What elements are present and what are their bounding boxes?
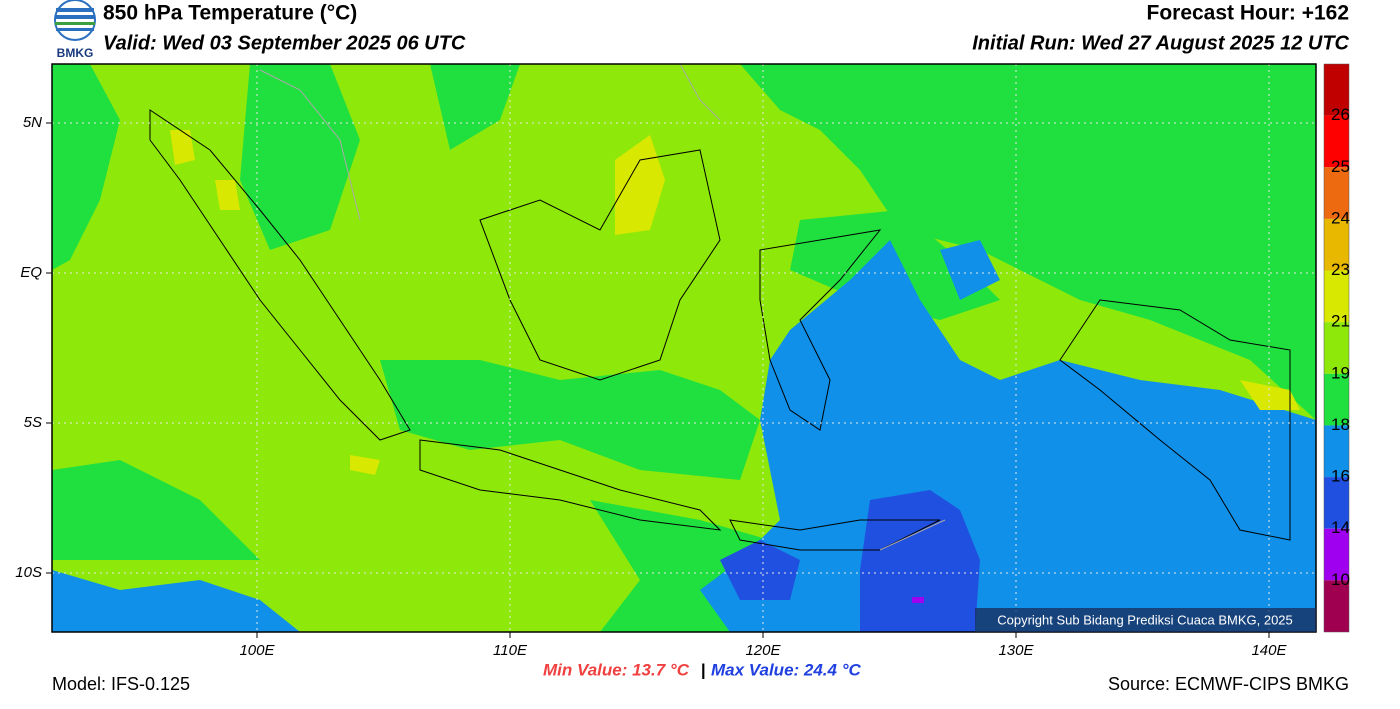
copyright-box: Copyright Sub Bidang Prediksi Cuaca BMKG… — [975, 608, 1316, 632]
colorbar-segment — [1324, 218, 1349, 271]
valid-time: Valid: Wed 03 September 2025 06 UTC — [103, 32, 466, 54]
colorbar-label: 18 — [1331, 415, 1350, 434]
lon-label: 120E — [745, 642, 781, 659]
colorbar-segment — [1324, 322, 1349, 374]
min-value: Min Value: 13.7 °C — [543, 660, 690, 679]
colorbar-label: 10 — [1331, 570, 1350, 589]
lon-label: 100E — [239, 642, 275, 659]
source: Source: ECMWF-CIPS BMKG — [1108, 674, 1349, 694]
axes: 5N EQ 5S 10S 100E 110E 120E 130E 140E — [15, 114, 1287, 659]
colorbar-segment — [1324, 528, 1349, 581]
initial-run: Initial Run: Wed 27 August 2025 12 UTC — [972, 32, 1349, 54]
model: Model: IFS-0.125 — [52, 674, 190, 694]
colorbar-segment — [1324, 270, 1349, 323]
colorbar-segment — [1324, 425, 1349, 478]
colorbar-frame — [1323, 63, 1350, 633]
lat-label: 5N — [23, 114, 42, 131]
lat-label: 5S — [24, 414, 42, 431]
colorbar-segment — [1324, 115, 1349, 168]
colorbar-segment — [1324, 477, 1349, 529]
title: 850 hPa Temperature (°C) — [103, 2, 357, 25]
forecast-hour: Forecast Hour: +162 — [1147, 2, 1350, 25]
colorbar-segment — [1324, 167, 1349, 219]
colorbar-label: 23 — [1331, 260, 1350, 279]
colorbar-segment — [1324, 580, 1349, 632]
separator: | — [701, 660, 706, 679]
logo: BMKG — [54, 0, 96, 60]
colorbar-segment — [1324, 373, 1349, 426]
colorbar-label: 25 — [1331, 157, 1350, 176]
colorbar-label: 14 — [1331, 518, 1350, 537]
colorbar-label: 24 — [1331, 208, 1350, 227]
colorbar-label: 19 — [1331, 363, 1350, 382]
lon-label: 130E — [998, 642, 1034, 659]
logo-text: BMKG — [57, 46, 94, 60]
lat-label: EQ — [20, 264, 42, 281]
graticule — [52, 64, 1316, 632]
max-value: Max Value: 24.4 °C — [711, 660, 862, 679]
colorbar: 26 25 24 23 21 19 18 16 14 10 — [1323, 63, 1350, 633]
copyright: Copyright Sub Bidang Prediksi Cuaca BMKG… — [997, 612, 1293, 627]
colorbar-label: 21 — [1331, 312, 1350, 331]
colorbar-label: 26 — [1331, 105, 1350, 124]
temperature-field — [52, 64, 1316, 632]
colorbar-label: 16 — [1331, 467, 1350, 486]
lat-label: 10S — [15, 564, 42, 581]
lon-label: 110E — [493, 642, 528, 659]
colorbar-segment — [1324, 64, 1349, 116]
lon-label: 140E — [1251, 642, 1287, 659]
map-frame — [51, 63, 1317, 633]
